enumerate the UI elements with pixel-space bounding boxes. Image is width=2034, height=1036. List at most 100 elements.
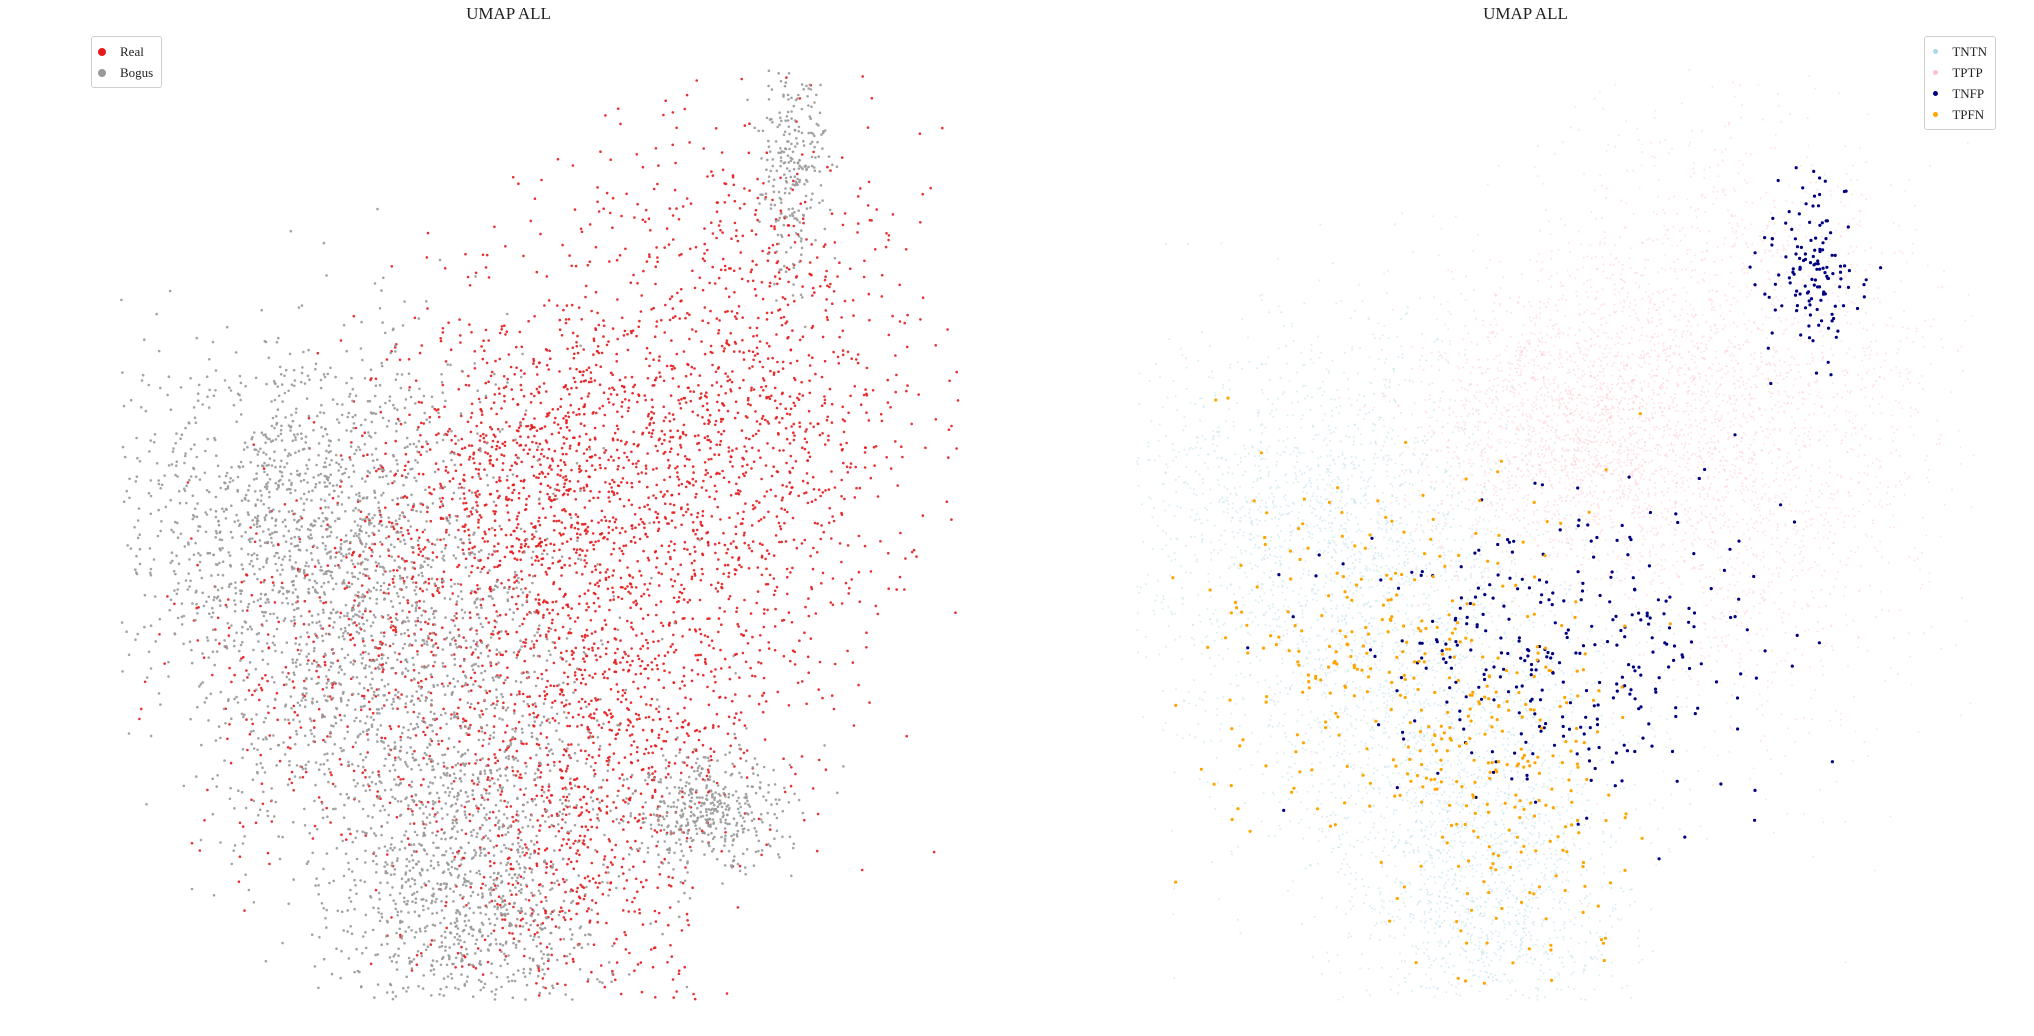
point-real [683, 684, 686, 687]
point-bogus [240, 547, 243, 551]
point-bogus [188, 558, 191, 561]
point-real [740, 565, 743, 569]
point-real [657, 520, 661, 524]
point-bogus [210, 574, 213, 577]
point-real [813, 291, 816, 294]
point-bogus [134, 480, 138, 483]
point-real [651, 630, 655, 633]
point-real [594, 901, 598, 905]
point-real [832, 519, 836, 523]
point-real [587, 736, 590, 739]
point-real [690, 577, 694, 581]
point-bogus [396, 497, 400, 500]
point-real [561, 493, 565, 497]
point-real [634, 586, 638, 589]
point-real [580, 397, 583, 400]
point-real [517, 511, 521, 514]
point-real [775, 515, 779, 518]
point-real [840, 602, 844, 605]
point-real [706, 540, 710, 544]
point-real [792, 438, 796, 442]
point-real [774, 494, 777, 498]
point-real [596, 920, 599, 924]
point-real [403, 468, 407, 472]
point-real [592, 353, 595, 356]
point-real [634, 673, 638, 676]
point-real [731, 370, 734, 373]
point-real [481, 973, 485, 976]
point-real [621, 400, 624, 404]
point-real [622, 815, 625, 818]
point-real [214, 628, 217, 631]
point-bogus [182, 614, 186, 618]
point-real [619, 576, 623, 580]
point-bogus [441, 391, 445, 395]
point-real [612, 661, 616, 664]
point-bogus [524, 409, 528, 412]
point-real [843, 299, 847, 303]
point-bogus [420, 571, 424, 575]
point-real [544, 896, 547, 899]
point-bogus [365, 496, 369, 499]
point-real [596, 311, 599, 315]
point-real [504, 533, 508, 537]
point-real [408, 610, 411, 614]
point-real [690, 575, 694, 579]
point-real [572, 356, 576, 360]
point-real [533, 535, 536, 539]
point-real [510, 464, 514, 468]
point-real [415, 528, 419, 532]
point-bogus [293, 619, 296, 622]
point-real [719, 648, 722, 652]
point-bogus [357, 536, 361, 540]
point-real [511, 483, 515, 487]
point-bogus [402, 538, 406, 542]
point-real [457, 563, 461, 567]
point-real [687, 386, 690, 390]
point-bogus [279, 465, 282, 469]
point-bogus [285, 675, 289, 679]
point-real [827, 488, 831, 491]
point-real [576, 725, 579, 728]
point-real [542, 382, 546, 385]
point-real [510, 498, 514, 502]
point-bogus [355, 534, 359, 538]
point-bogus [163, 474, 166, 477]
point-real [738, 718, 741, 722]
point-real [663, 654, 667, 657]
point-bogus [439, 486, 442, 490]
point-real [533, 394, 536, 398]
point-real [749, 666, 752, 670]
point-real [611, 516, 615, 519]
point-real [628, 951, 631, 955]
point-bogus [159, 487, 162, 490]
point-real [478, 514, 482, 517]
point-real [436, 589, 439, 592]
point-real [568, 447, 572, 450]
point-real [630, 761, 634, 765]
point-bogus [416, 450, 419, 454]
point-real [805, 440, 809, 444]
point-bogus [175, 554, 178, 557]
point-real [572, 376, 576, 380]
point-real [863, 544, 867, 548]
point-bogus [377, 506, 381, 510]
point-real [620, 316, 624, 320]
point-real [636, 560, 639, 563]
point-real [779, 402, 782, 406]
point-real [585, 459, 589, 463]
point-real [817, 688, 820, 691]
point-real [227, 626, 231, 630]
point-real [780, 498, 784, 502]
point-real [551, 717, 555, 720]
point-real [629, 775, 633, 779]
point-real [487, 851, 491, 855]
point-real [804, 430, 807, 433]
point-real [360, 694, 364, 698]
point-real [467, 528, 470, 532]
point-real [788, 395, 792, 398]
point-bogus [344, 467, 348, 471]
point-real [541, 472, 545, 475]
point-bogus [261, 624, 264, 628]
point-real [470, 779, 474, 782]
